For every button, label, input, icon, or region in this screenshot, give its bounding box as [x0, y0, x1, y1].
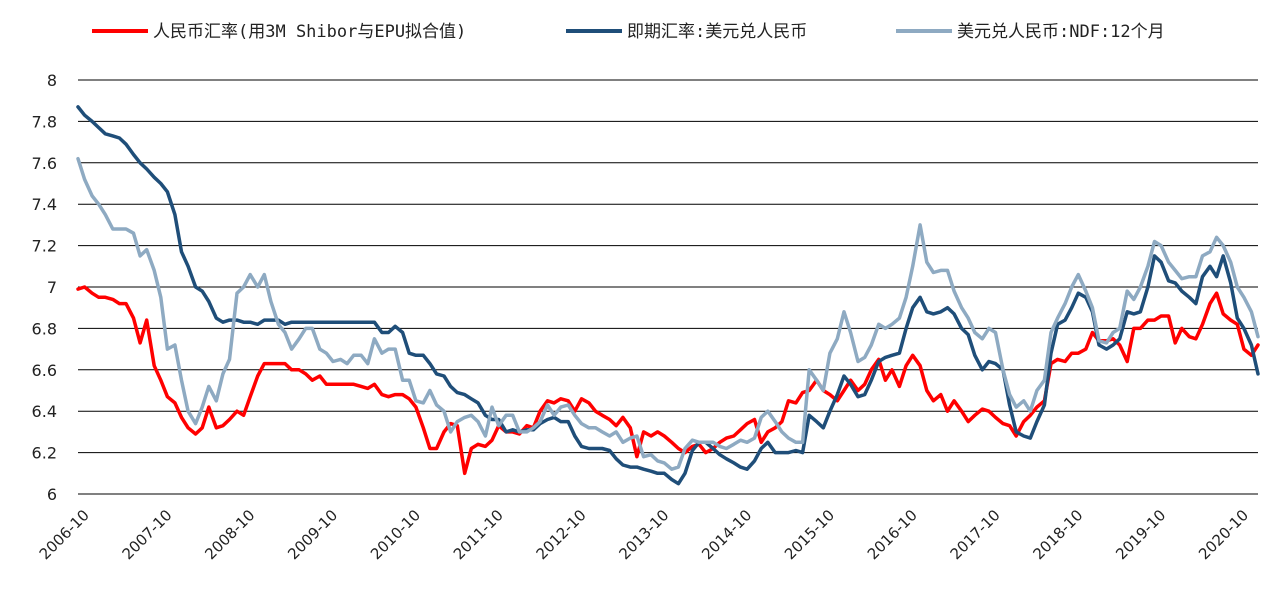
y-tick-label: 6 [47, 485, 57, 504]
x-tick-label: 2015-10 [781, 506, 838, 563]
y-tick-label: 6.8 [32, 319, 57, 338]
x-tick-label: 2016-10 [864, 506, 921, 563]
x-tick-label: 2018-10 [1029, 506, 1086, 563]
legend-label: 美元兑人民币:NDF:12个月 [957, 22, 1165, 42]
x-tick-label: 2011-10 [450, 506, 507, 563]
legend-item-1: 人民币汇率(用3M Shibor与EPU拟合值) [92, 22, 466, 42]
y-tick-label: 7.2 [32, 237, 57, 256]
x-tick-label: 2006-10 [36, 506, 93, 563]
y-tick-label: 7 [47, 278, 57, 297]
series-line-1 [76, 285, 1260, 476]
x-axis: 2006-10 2007-10 2008-10 2009-10 2010-10 2011-… [36, 506, 1252, 563]
y-tick-label: 6.2 [32, 444, 57, 463]
x-tick-label: 2012-10 [533, 506, 590, 563]
x-tick-label: 2019-10 [1112, 506, 1169, 563]
legend-label: 人民币汇率(用3M Shibor与EPU拟合值) [153, 22, 466, 42]
y-axis: 6 6.2 6.4 6.6 6.8 7 7.2 7.4 7.6 7.8 8 [32, 71, 57, 504]
x-tick-label: 2007-10 [119, 506, 176, 563]
x-tick-label: 2010-10 [367, 506, 424, 563]
y-tick-label: 8 [47, 71, 57, 90]
legend: 人民币汇率(用3M Shibor与EPU拟合值) 即期汇率:美元兑人民币 美元兑人民… [92, 22, 1165, 42]
y-tick-label: 6.4 [32, 402, 57, 421]
y-tick-label: 6.6 [32, 361, 57, 380]
x-tick-label: 2020-10 [1195, 506, 1252, 563]
legend-label: 即期汇率:美元兑人民币 [627, 22, 807, 42]
y-tick-label: 7.4 [32, 195, 57, 214]
x-tick-label: 2013-10 [615, 506, 672, 563]
series-lines [76, 105, 1260, 486]
x-tick-label: 2008-10 [201, 506, 258, 563]
series-line-2 [76, 105, 1260, 486]
x-tick-label: 2014-10 [698, 506, 755, 563]
x-tick-label: 2017-10 [947, 506, 1004, 563]
legend-item-3: 美元兑人民币:NDF:12个月 [896, 22, 1165, 42]
x-tick-label: 2009-10 [284, 506, 341, 563]
series-line-3 [76, 156, 1260, 471]
y-tick-label: 7.8 [32, 112, 57, 131]
y-tick-label: 7.6 [32, 154, 57, 173]
gridlines [78, 79, 1258, 495]
legend-item-2: 即期汇率:美元兑人民币 [566, 22, 807, 42]
